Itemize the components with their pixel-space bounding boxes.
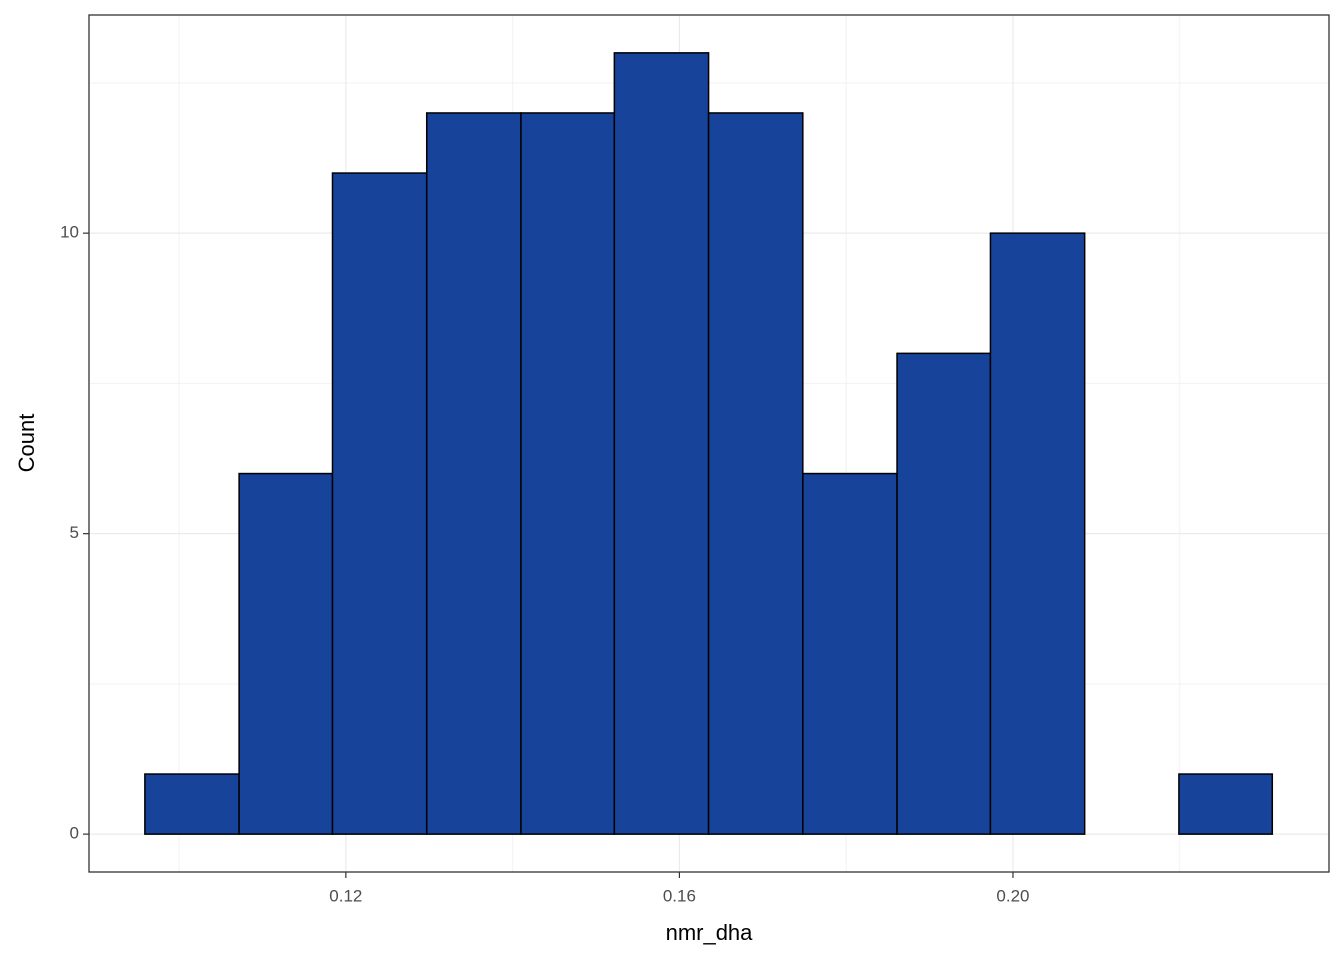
bar: [1178, 773, 1274, 835]
bar: [520, 112, 616, 835]
panel-border: [88, 14, 1330, 873]
bar: [989, 232, 1086, 835]
y-tick-label: 10: [60, 223, 79, 242]
y-axis-title: Count: [14, 414, 39, 473]
x-tick-label: 0.16: [663, 886, 696, 905]
bar: [613, 52, 710, 835]
x-tick-label: 0.12: [329, 886, 362, 905]
x-axis-title: nmr_dha: [666, 920, 754, 945]
bar: [802, 472, 898, 835]
bar: [425, 112, 522, 835]
bar: [707, 112, 804, 835]
y-tick-label: 0: [70, 824, 79, 843]
bar: [896, 352, 992, 835]
x-tick-label: 0.20: [996, 886, 1029, 905]
y-tick-label: 5: [70, 523, 79, 542]
bar: [331, 172, 428, 835]
bar: [144, 773, 240, 835]
bar: [238, 472, 334, 835]
